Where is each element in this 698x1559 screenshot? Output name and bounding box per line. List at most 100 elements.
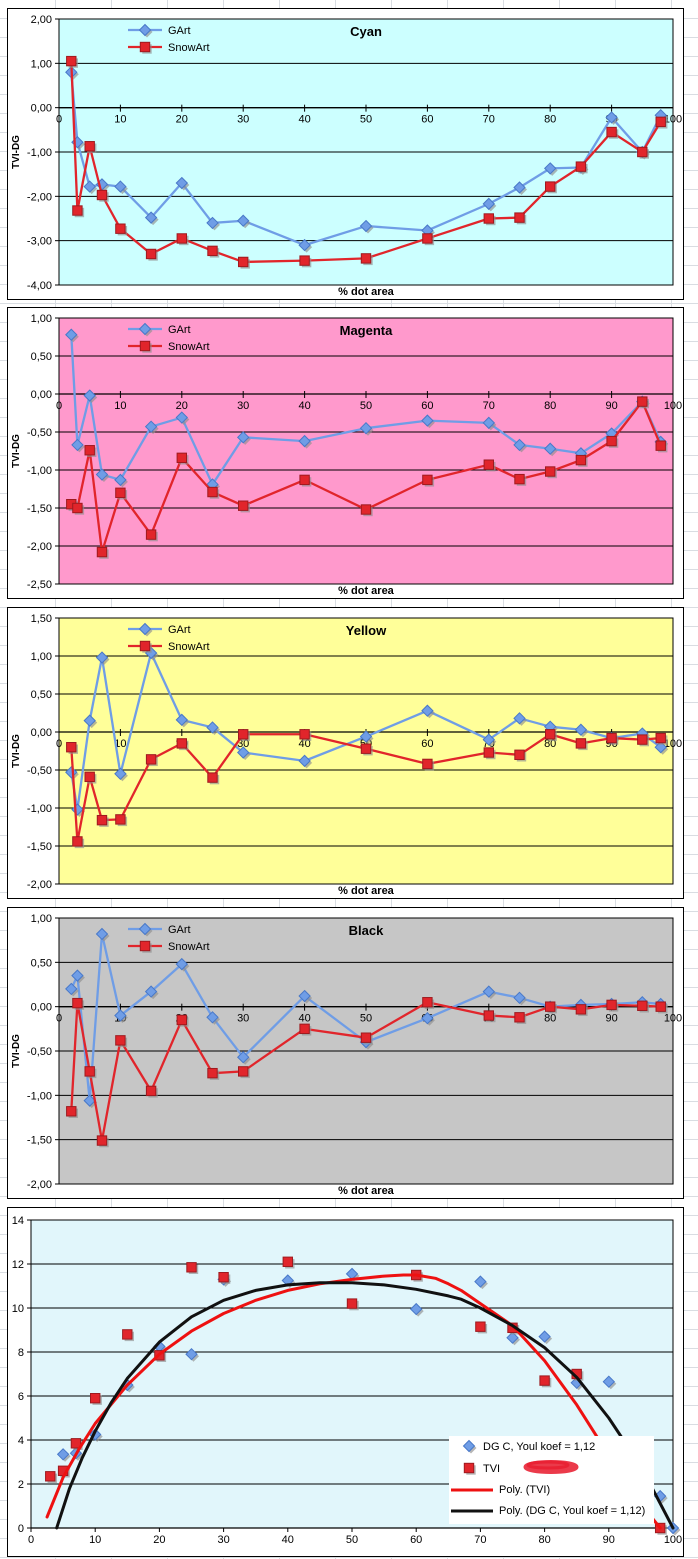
series-poly-tvi- <box>45 1273 662 1530</box>
data-point-marker <box>538 1330 551 1343</box>
data-point-marker <box>506 1331 519 1344</box>
data-point-marker <box>421 704 434 717</box>
data-point-marker <box>545 729 556 740</box>
data-point-marker <box>360 1032 372 1043</box>
x-tick-label: 10 <box>114 114 126 126</box>
data-point-marker <box>606 999 617 1011</box>
data-point-marker <box>514 212 525 223</box>
y-tick-label: -1,00 <box>27 465 52 477</box>
legend-background <box>449 1436 654 1524</box>
data-point-marker <box>114 1009 127 1022</box>
data-point-marker <box>360 504 372 515</box>
legend-label: GArt <box>168 924 191 936</box>
data-point-marker <box>483 459 495 470</box>
data-point-marker <box>637 396 648 407</box>
x-axis-title: % dot area <box>338 885 395 897</box>
y-axis-title: TVI-DG <box>11 1034 22 1068</box>
data-point-marker <box>236 214 250 227</box>
data-point-marker <box>606 126 617 138</box>
data-point-marker <box>298 989 311 1003</box>
data-point-marker <box>71 438 84 452</box>
x-tick-label: 20 <box>176 114 188 126</box>
y-tick-label: 1,00 <box>31 651 52 663</box>
data-point-marker <box>144 211 158 224</box>
data-point-marker <box>175 176 189 190</box>
legend-marker <box>138 322 152 336</box>
data-point-marker <box>543 442 557 455</box>
data-point-marker <box>655 732 666 744</box>
x-tick-label: 30 <box>237 738 249 750</box>
data-point-marker <box>483 747 495 758</box>
legend: GArt SnowArt <box>128 922 210 953</box>
x-tick-label: 30 <box>237 1013 249 1025</box>
x-tick-label: 50 <box>360 400 372 412</box>
data-point-marker <box>637 1000 648 1011</box>
data-point-marker <box>72 997 83 1009</box>
x-tick-label: 10 <box>114 738 126 750</box>
data-point-marker <box>238 729 249 740</box>
data-point-marker <box>655 440 666 451</box>
data-point-marker <box>207 486 218 498</box>
legend-marker <box>139 41 151 53</box>
x-tick-label: 100 <box>664 1013 682 1025</box>
y-tick-label: 0,50 <box>31 689 52 701</box>
data-point-marker <box>605 111 618 124</box>
data-point-marker <box>606 732 617 744</box>
legend-marker <box>463 1462 475 1474</box>
data-point-marker <box>606 435 617 447</box>
x-tick-label: 20 <box>176 400 188 412</box>
data-point-marker <box>72 502 83 514</box>
red-scribble-annotation <box>523 1460 579 1474</box>
legend-label: SnowArt <box>168 641 210 653</box>
y-tick-label: -1,00 <box>27 147 52 159</box>
data-point-marker <box>66 742 77 753</box>
data-point-marker <box>545 1001 556 1012</box>
data-point-marker <box>514 1012 525 1023</box>
x-tick-label: 40 <box>298 738 310 750</box>
data-point-marker <box>474 1275 487 1288</box>
y-tick-label: 0 <box>18 1523 24 1535</box>
chart-title: Yellow <box>346 623 387 638</box>
data-point-marker <box>409 1302 423 1316</box>
data-point-marker <box>175 411 189 424</box>
data-point-marker <box>602 1375 616 1388</box>
chart-canvas: 1,00 0,50 0,00 -0,50 -1,00 -1,50 -2,00 -2,50 0 10… <box>11 313 682 597</box>
x-tick-label: 0 <box>28 1534 34 1546</box>
data-point-marker <box>482 985 496 998</box>
legend-label: DG C, Youl koef = 1,12 <box>483 1441 595 1453</box>
data-point-marker <box>145 754 157 765</box>
data-point-marker <box>236 746 250 759</box>
data-point-marker <box>475 1321 486 1332</box>
data-point-marker <box>545 466 556 477</box>
series-snowart <box>66 396 668 559</box>
data-point-marker <box>513 991 526 1005</box>
data-point-marker <box>206 216 219 230</box>
y-tick-label: -2,00 <box>27 1179 52 1191</box>
chart-canvas: 1,501,000,500,00-0,50-1,00-1,50-2,000102… <box>11 613 682 897</box>
legend: GArt SnowArt <box>128 23 210 54</box>
data-point-marker <box>145 248 157 260</box>
data-point-marker <box>72 836 83 847</box>
series-poly-dg-c-youl-koef-1-12- <box>55 1281 675 1530</box>
legend-marker <box>138 622 152 636</box>
chart-title: Cyan <box>350 24 382 39</box>
chart-title: Black <box>349 923 384 938</box>
legend-marker <box>138 922 152 936</box>
data-point-marker <box>483 1010 495 1021</box>
x-axis-title: % dot area <box>338 585 395 597</box>
legend-label: GArt <box>168 624 191 636</box>
legend: GArt SnowArt <box>128 322 210 353</box>
chart-cyan: 2,00 1,00 0,00 -1,00 -2,00 -3,00 -4,00 0 10 20 30 4… <box>7 8 684 300</box>
y-tick-label: 0,00 <box>31 103 52 115</box>
data-point-marker <box>514 749 525 761</box>
data-point-marker <box>421 1011 434 1025</box>
data-point-marker <box>96 1135 108 1146</box>
data-point-marker <box>95 651 109 664</box>
x-tick-label: 80 <box>544 400 556 412</box>
data-point-marker <box>115 223 126 234</box>
x-tick-label: 10 <box>89 1534 101 1546</box>
data-point-marker <box>56 1448 70 1461</box>
y-tick-label: -2,00 <box>27 191 52 203</box>
x-tick-label: 10 <box>114 400 126 412</box>
data-point-marker <box>238 1066 249 1077</box>
